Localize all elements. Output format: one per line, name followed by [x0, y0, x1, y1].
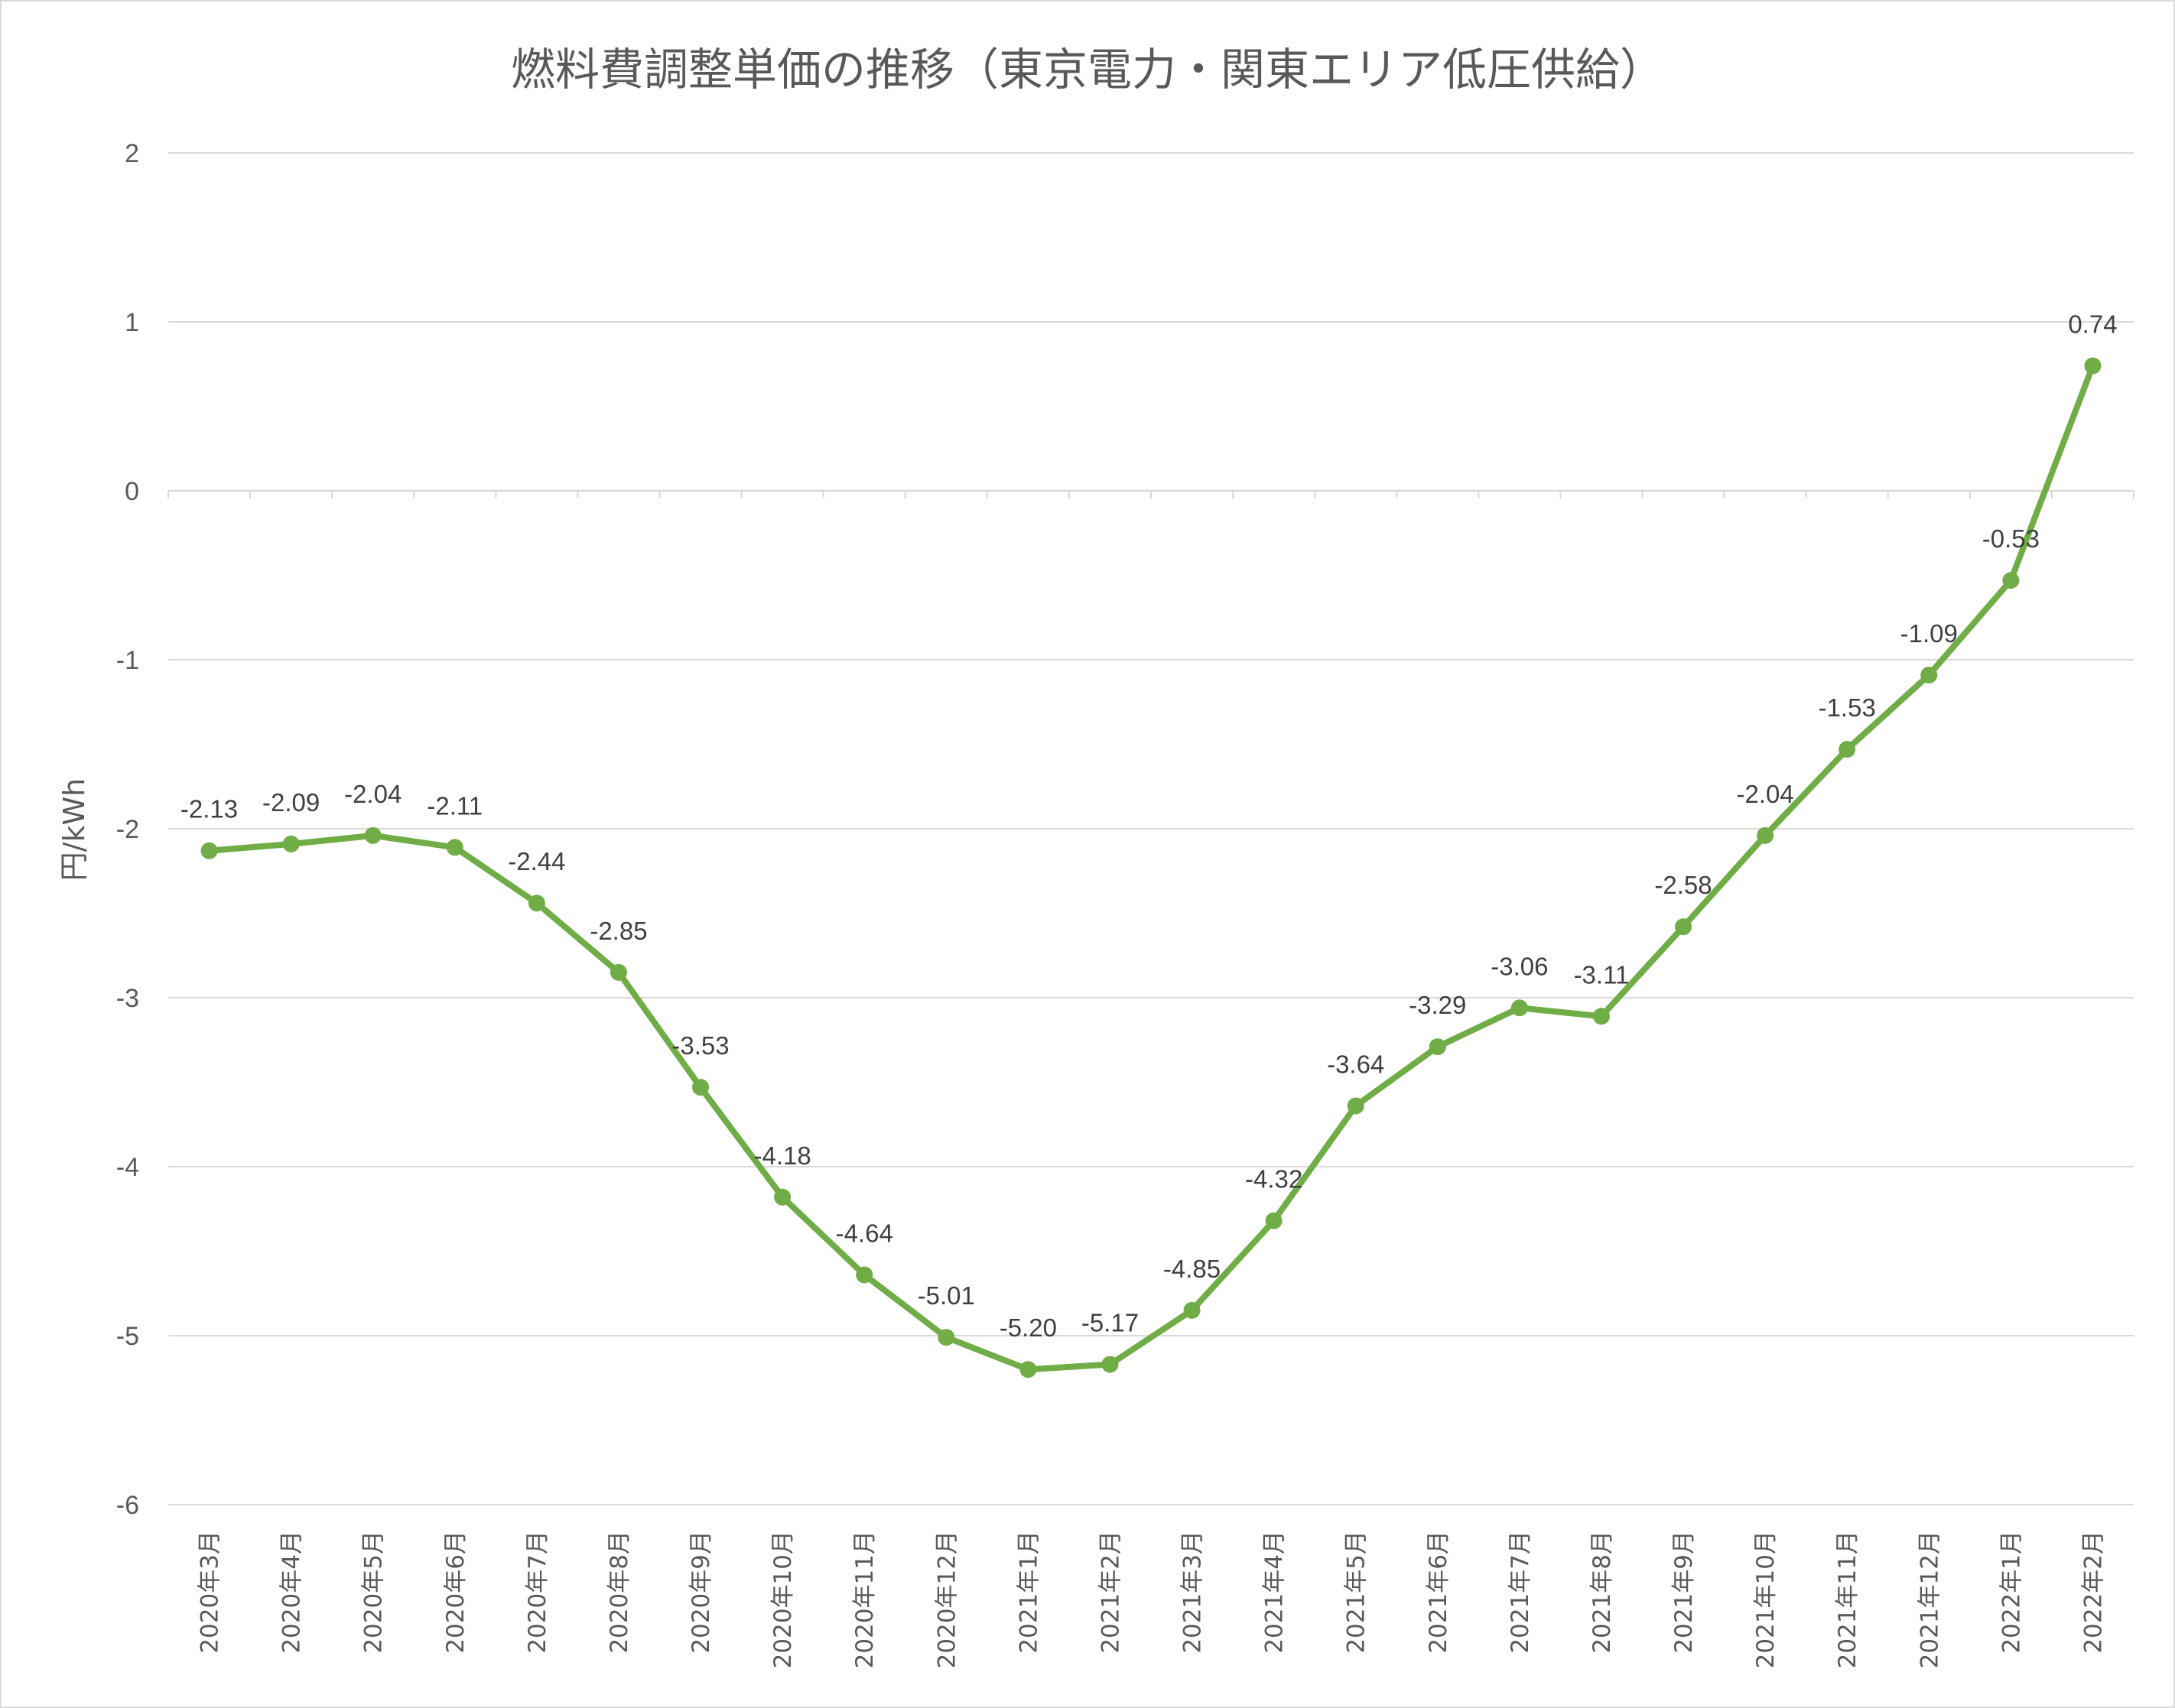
y-tick-label: -4 — [116, 1153, 139, 1182]
x-tick-label: 2021年5月 — [1343, 1531, 1370, 1654]
y-tick-label: -1 — [116, 646, 139, 675]
data-point — [1920, 666, 1938, 684]
data-point — [2002, 572, 2020, 589]
data-point — [282, 835, 300, 852]
x-tick-label: 2020年3月 — [197, 1531, 224, 1654]
data-label: -0.53 — [1982, 524, 2040, 553]
data-point — [364, 826, 382, 844]
data-label: 0.74 — [2068, 310, 2117, 338]
data-point — [774, 1188, 792, 1206]
data-label: -5.01 — [918, 1281, 975, 1310]
y-tick-label: 0 — [125, 477, 139, 506]
x-tick-label: 2021年10月 — [1752, 1531, 1780, 1668]
data-point — [856, 1266, 873, 1284]
x-tick-label: 2020年11月 — [851, 1531, 879, 1668]
gridlines — [168, 152, 2134, 1505]
y-tick-label: -2 — [116, 815, 139, 844]
series-layer — [200, 357, 2102, 1378]
data-label: -3.53 — [671, 1031, 729, 1060]
x-tick-label: 2020年4月 — [278, 1531, 306, 1654]
data-label: -2.09 — [262, 788, 320, 817]
x-tick-label: 2021年1月 — [1015, 1531, 1042, 1654]
data-point — [1510, 999, 1528, 1017]
x-tick-label: 2021年8月 — [1588, 1531, 1616, 1654]
data-label: -3.06 — [1491, 952, 1548, 980]
y-tick-label: -5 — [116, 1322, 139, 1351]
y-axis-label: 円/kWh — [57, 778, 91, 881]
x-axis — [167, 489, 2134, 498]
x-tick-label: 2021年2月 — [1097, 1531, 1124, 1654]
data-label: -2.04 — [344, 780, 402, 808]
x-tick-label: 2020年5月 — [360, 1531, 388, 1654]
x-tick-label: 2021年7月 — [1507, 1531, 1534, 1654]
data-label: -4.18 — [754, 1141, 811, 1170]
data-point — [692, 1079, 710, 1096]
data-labels: -2.13 -2.09 -2.04 -2.11 -2.44 -2.85 -3.53 -4.18… — [180, 310, 2118, 1342]
y-tick-label: -3 — [116, 984, 139, 1013]
x-tick-label: 2021年6月 — [1425, 1531, 1452, 1654]
data-point — [1019, 1361, 1037, 1378]
data-label: -3.29 — [1409, 991, 1466, 1019]
y-tick-label: -6 — [116, 1491, 139, 1520]
data-point — [200, 842, 218, 859]
data-point — [2084, 357, 2102, 375]
data-label: -4.85 — [1163, 1255, 1221, 1283]
x-tick-label: 2022年2月 — [2079, 1531, 2107, 1654]
data-point — [1347, 1097, 1364, 1115]
data-point — [1101, 1356, 1119, 1373]
x-tick-label: 2021年9月 — [1670, 1531, 1698, 1654]
x-tick-label: 2021年11月 — [1834, 1531, 1861, 1668]
data-point — [1183, 1301, 1201, 1319]
data-label: -5.17 — [1081, 1309, 1139, 1337]
data-label: -1.09 — [1900, 619, 1958, 648]
data-point — [610, 963, 627, 981]
x-tick-label: 2021年12月 — [1916, 1531, 1943, 1668]
chart-title: 燃料費調整単価の推移（東京電力・関東エリア低圧供給） — [510, 44, 1664, 96]
data-point — [1265, 1212, 1283, 1229]
data-point — [1592, 1008, 1610, 1025]
y-tick-label: 2 — [125, 139, 139, 168]
data-label: -4.32 — [1245, 1165, 1302, 1193]
data-label: -5.20 — [1000, 1313, 1057, 1342]
data-point — [1675, 918, 1692, 936]
data-label: -2.58 — [1654, 871, 1712, 899]
data-label: -1.53 — [1819, 693, 1876, 722]
data-label: -3.64 — [1327, 1050, 1384, 1078]
data-point — [528, 895, 545, 912]
x-tick-label: 2020年10月 — [769, 1531, 797, 1668]
data-label: -2.13 — [180, 795, 238, 823]
x-tick-label: 2020年7月 — [524, 1531, 551, 1654]
data-point — [446, 839, 463, 856]
data-point — [1839, 741, 1856, 758]
x-tick-label: 2020年9月 — [688, 1531, 715, 1654]
x-tick-label: 2022年1月 — [1998, 1531, 2025, 1654]
x-tick-label: 2020年12月 — [933, 1531, 961, 1668]
data-label: -2.44 — [508, 847, 565, 875]
x-tick-label: 2021年4月 — [1261, 1531, 1289, 1654]
data-label: -2.04 — [1737, 780, 1794, 808]
x-tick-label: 2021年3月 — [1179, 1531, 1207, 1654]
data-label: -4.64 — [836, 1219, 893, 1247]
data-point — [938, 1329, 955, 1346]
y-tick-label: 1 — [125, 308, 139, 337]
data-label: -3.11 — [1574, 960, 1630, 989]
series-line — [206, 362, 2096, 1373]
data-label: -2.11 — [427, 791, 483, 820]
data-point — [1429, 1038, 1446, 1056]
data-label: -2.85 — [590, 917, 647, 945]
x-tick-label: 2020年8月 — [606, 1531, 633, 1654]
y-axis-ticks: 2 1 0 -1 -2 -3 -4 -5 -6 — [116, 139, 139, 1520]
x-axis-ticks: 2020年3月 2020年4月 2020年5月 2020年6月 2020年7月 2020年… — [197, 1531, 2108, 1668]
data-point — [1757, 826, 1774, 844]
x-tick-label: 2020年6月 — [442, 1531, 470, 1654]
